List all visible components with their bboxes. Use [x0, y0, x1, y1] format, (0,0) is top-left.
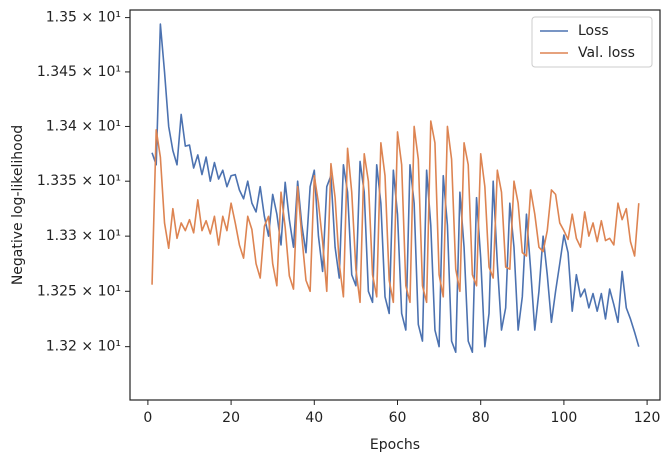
x-tick-label: 60: [389, 410, 407, 426]
x-tick-label: 20: [222, 410, 240, 426]
x-tick-label: 80: [472, 410, 490, 426]
y-tick-label: 1.335 × 10¹: [37, 173, 121, 189]
y-tick-label: 1.34 × 10¹: [46, 118, 121, 134]
x-tick-label: 0: [143, 410, 152, 426]
x-tick-label: 40: [305, 410, 323, 426]
y-tick-label: 1.32 × 10¹: [46, 339, 121, 355]
legend-label: Val. loss: [578, 45, 635, 61]
y-tick-label: 1.33 × 10¹: [46, 228, 121, 244]
x-axis-label: Epochs: [370, 437, 420, 453]
y-tick-label: 1.345 × 10¹: [37, 64, 121, 80]
plot-frame: [129, 9, 661, 401]
x-tick-label: 100: [551, 410, 578, 426]
line-series: [151, 120, 640, 304]
x-tick-label: 120: [634, 410, 661, 426]
y-tick-label: 1.325 × 10¹: [37, 283, 121, 299]
legend-label: Loss: [578, 23, 609, 39]
y-axis-label: Negative log-likelihood: [10, 125, 26, 285]
legend-box: [531, 16, 653, 68]
y-tick-label: 1.35 × 10¹: [46, 10, 121, 26]
